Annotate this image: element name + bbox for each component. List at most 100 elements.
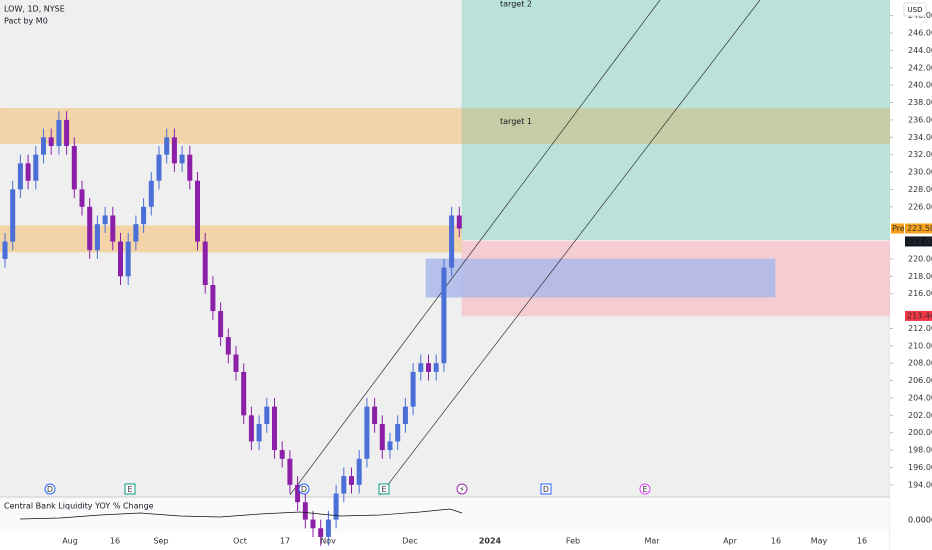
candle-body xyxy=(56,119,62,146)
event-label: D xyxy=(47,485,53,494)
lower-pane-title: Central Bank Liquidity YOY % Change xyxy=(4,502,154,511)
candle-body xyxy=(387,441,393,451)
y-tick-label: 232.00 xyxy=(908,150,932,159)
candle-body xyxy=(202,241,208,285)
candle-body xyxy=(94,224,100,251)
candle-body xyxy=(41,137,46,155)
candle-body xyxy=(195,180,200,242)
candle-body xyxy=(426,363,431,372)
event-label: E xyxy=(127,485,132,494)
price-tag-label: 222.01 xyxy=(907,237,932,246)
y-tick-label: 236.00 xyxy=(908,115,932,124)
y-tick-label: 200.00 xyxy=(908,428,932,437)
x-tick-label: Oct xyxy=(233,537,247,546)
event-label: E xyxy=(642,485,647,494)
candle-body xyxy=(71,145,77,190)
y-tick-label: 208.00 xyxy=(908,359,932,368)
session-label: Pre xyxy=(892,224,905,233)
y-tick-label: 196.00 xyxy=(908,463,932,472)
x-tick-label: 17 xyxy=(280,537,290,546)
candle-body xyxy=(287,458,293,485)
x-tick-label: 16 xyxy=(110,537,120,546)
y-tick-label: 216.00 xyxy=(908,289,932,298)
candle-body xyxy=(318,528,324,537)
candle-body xyxy=(79,189,85,207)
candle-body xyxy=(433,363,439,372)
y-tick-label: 194.00 xyxy=(908,480,932,489)
event-icon xyxy=(540,483,552,495)
y-tick-label: 204.00 xyxy=(908,393,932,402)
price-tag xyxy=(905,310,932,321)
candle-body xyxy=(372,406,378,425)
candle-body xyxy=(64,119,70,146)
candle-body xyxy=(349,476,354,485)
trend-line xyxy=(379,0,761,496)
candle-body xyxy=(17,163,23,190)
y-tick-label: 244.00 xyxy=(908,46,932,55)
candle-body xyxy=(272,406,277,451)
indicator-name: Pact by M0 xyxy=(4,17,48,26)
event-label: D xyxy=(301,485,307,494)
candle-body xyxy=(133,224,139,242)
lower-pane xyxy=(0,497,890,532)
candle-body xyxy=(248,415,254,442)
candle-body xyxy=(295,484,301,503)
candle-body xyxy=(325,519,331,537)
y-tick-label: 220.00 xyxy=(908,254,932,263)
candle-body xyxy=(48,137,54,146)
candle-body xyxy=(225,337,231,355)
event-label: E xyxy=(381,485,386,494)
y-tick-label: 238.00 xyxy=(908,98,932,107)
y-tick-label: 198.00 xyxy=(908,446,932,455)
y-tick-label: 218.00 xyxy=(908,272,932,281)
candle-body xyxy=(141,206,147,225)
x-tick-label: Apr xyxy=(723,537,738,546)
candle-body xyxy=(418,363,424,372)
x-tick-label: Dec xyxy=(402,537,417,546)
price-tag xyxy=(905,236,932,247)
x-tick-label: 16 xyxy=(857,537,867,546)
y-tick-label: 240.00 xyxy=(908,81,932,90)
trend-line xyxy=(289,0,661,496)
candle-body xyxy=(125,241,131,277)
currency: USD xyxy=(908,6,923,14)
candle-body xyxy=(171,137,177,164)
event-icon xyxy=(44,483,56,495)
candle-body xyxy=(402,406,408,425)
event-icon xyxy=(298,483,310,495)
y-tick-label: 246.00 xyxy=(908,29,932,38)
candle-body xyxy=(10,189,16,242)
candle-body xyxy=(87,206,93,251)
symbol: LOW, 1D, NYSE xyxy=(4,5,65,14)
y-axis xyxy=(890,0,932,550)
y-tick-label: 206.00 xyxy=(908,376,932,385)
x-tick-label: Aug xyxy=(62,537,78,546)
event-label: D xyxy=(543,485,549,494)
candle-body xyxy=(341,476,347,494)
zone-label: target 1 xyxy=(500,117,532,126)
candle-body xyxy=(395,424,401,442)
candle-body xyxy=(33,154,39,181)
candle-body xyxy=(156,154,162,181)
candle-body xyxy=(233,354,239,372)
candle-body xyxy=(264,406,270,425)
y-tick-label: 202.00 xyxy=(908,411,932,420)
price-tag-label: 223.50 xyxy=(907,224,932,233)
candle-body xyxy=(364,406,370,459)
candle-body xyxy=(379,424,385,451)
x-tick-label: Sep xyxy=(153,537,168,546)
event-icon xyxy=(456,483,468,495)
zone xyxy=(425,258,776,298)
candle-body xyxy=(210,284,216,312)
lower-tick-label: 0.0000 xyxy=(908,516,932,525)
candle-body xyxy=(110,215,116,242)
x-tick-label: May xyxy=(811,537,828,546)
session-tag xyxy=(891,223,904,234)
y-tick-label: 210.00 xyxy=(908,341,932,350)
candle-body xyxy=(410,371,416,407)
candle-body xyxy=(333,493,339,520)
currency-box[interactable] xyxy=(903,2,927,17)
zone xyxy=(0,108,463,144)
y-tick-label: 228.00 xyxy=(908,185,932,194)
